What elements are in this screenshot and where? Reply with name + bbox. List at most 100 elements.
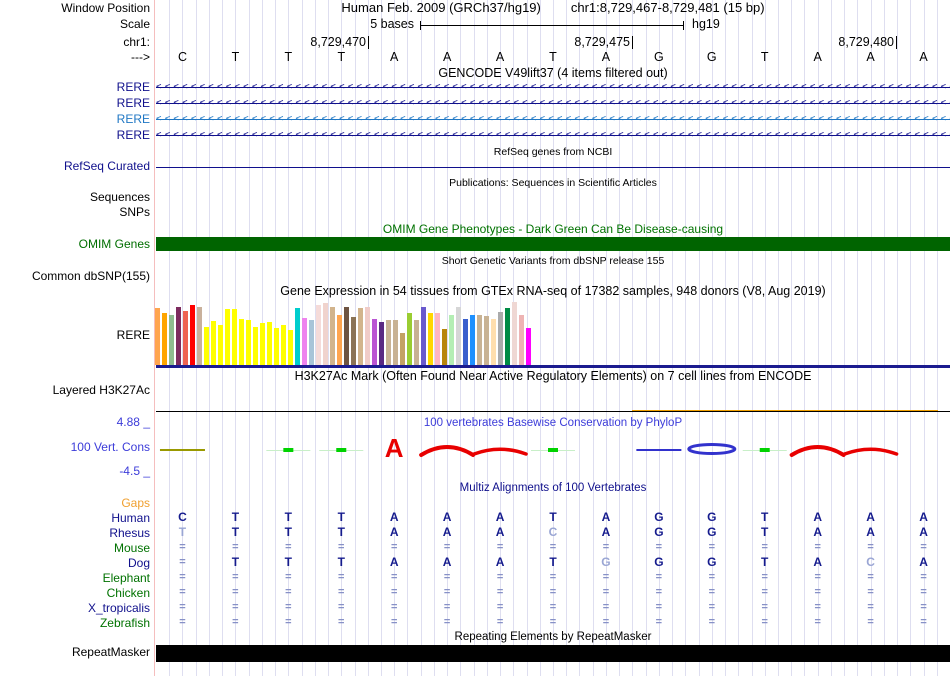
track-label-vert-cons[interactable]: 100 Vert. Cons (70, 440, 150, 454)
refseq-curated-track[interactable] (156, 167, 950, 168)
track-label-chr1[interactable]: chr1: (123, 35, 150, 49)
gtex-tissue-bar[interactable] (463, 319, 468, 365)
track-label-repeatmasker[interactable]: RepeatMasker (71, 645, 150, 659)
gtex-tissue-bar[interactable] (498, 312, 503, 365)
gtex-tissue-bar[interactable] (421, 307, 426, 365)
publications-title[interactable]: Publications: Sequences in Scientific Ar… (449, 177, 657, 189)
h3k27ac-title[interactable]: H3K27Ac Mark (Often Found Near Active Re… (294, 369, 812, 383)
refseq-title[interactable]: RefSeq genes from NCBI (493, 146, 613, 158)
gtex-title[interactable]: Gene Expression in 54 tissues from GTEx … (280, 284, 826, 298)
gtex-tissue-bar[interactable] (337, 315, 342, 365)
dbsnp-title[interactable]: Short Genetic Variants from dbSNP releas… (441, 255, 665, 267)
gtex-tissue-bar[interactable] (456, 307, 461, 365)
track-label-window-position[interactable]: Window Position (61, 1, 150, 15)
gtex-tissue-bar[interactable] (260, 323, 265, 365)
gtex-tissue-bar[interactable] (519, 315, 524, 365)
gtex-tissue-bar[interactable] (218, 325, 223, 365)
gencode-transcript-rere-1[interactable]: <<<<<<<<<<<<<<<<<<<<<<<<<<<<<<<<<<<<<<<<… (156, 82, 950, 93)
omim-gene-bar[interactable] (156, 237, 950, 251)
gtex-tissue-bar[interactable] (267, 322, 272, 365)
gencode-transcript-rere-4[interactable]: <<<<<<<<<<<<<<<<<<<<<<<<<<<<<<<<<<<<<<<<… (156, 130, 950, 141)
track-label-rhesus[interactable]: Rhesus (109, 526, 150, 540)
gtex-tissue-bar[interactable] (379, 322, 384, 365)
h3k27ac-baseline[interactable] (156, 411, 950, 412)
track-label-gaps[interactable]: Gaps (121, 496, 150, 510)
gtex-tissue-bar[interactable] (358, 308, 363, 365)
gtex-tissue-bar[interactable] (505, 308, 510, 365)
gtex-tissue-bar[interactable] (309, 320, 314, 365)
track-label-zebrafish[interactable]: Zebrafish (99, 616, 150, 630)
gtex-tissue-bar[interactable] (414, 320, 419, 365)
track-label-mouse[interactable]: Mouse (113, 541, 150, 555)
gtex-tissue-bar[interactable] (449, 315, 454, 365)
gtex-tissue-bar[interactable] (197, 307, 202, 365)
track-label-x-tropicalis[interactable]: X_tropicalis (87, 601, 150, 615)
track-label-rere-2[interactable]: RERE (116, 96, 150, 110)
gtex-tissue-bar[interactable] (386, 320, 391, 365)
gtex-tissue-bar[interactable] (393, 320, 398, 365)
gtex-tissue-bar[interactable] (288, 330, 293, 365)
gencode-title[interactable]: GENCODE V49lift37 (4 items filtered out) (438, 66, 668, 80)
gtex-tissue-bar[interactable] (225, 309, 230, 365)
gtex-tissue-bar[interactable] (400, 333, 405, 365)
gtex-tissue-bar[interactable] (183, 311, 188, 365)
gtex-tissue-bar[interactable] (407, 313, 412, 365)
track-label-cons-max[interactable]: 4.88 _ (116, 415, 150, 429)
track-label-rere-1[interactable]: RERE (116, 80, 150, 94)
gtex-tissue-bar[interactable] (155, 308, 160, 365)
gtex-tissue-bar[interactable] (526, 328, 531, 365)
track-label-strand[interactable]: ---> (131, 50, 150, 64)
gtex-tissue-bar[interactable] (491, 319, 496, 365)
gtex-tissue-bar[interactable] (281, 325, 286, 365)
repeat-title[interactable]: Repeating Elements by RepeatMasker (454, 631, 652, 643)
phylop-conservation-wiggle[interactable]: A (156, 433, 950, 468)
gtex-tissue-bar[interactable] (190, 305, 195, 365)
repeatmasker-bar[interactable] (156, 645, 950, 662)
gtex-tissue-bar[interactable] (330, 307, 335, 365)
gtex-tissue-bar[interactable] (316, 305, 321, 365)
gtex-tissue-bar[interactable] (176, 307, 181, 365)
gtex-tissue-bar[interactable] (162, 313, 167, 365)
gtex-tissue-bar[interactable] (204, 327, 209, 365)
track-label-human[interactable]: Human (111, 511, 150, 525)
gencode-transcript-rere-3[interactable]: <<<<<<<<<<<<<<<<<<<<<<<<<<<<<<<<<<<<<<<<… (156, 114, 950, 125)
gtex-tissue-bar[interactable] (435, 313, 440, 365)
track-label-scale[interactable]: Scale (119, 17, 150, 31)
gtex-tissue-bar[interactable] (365, 307, 370, 365)
multiz-title[interactable]: Multiz Alignments of 100 Vertebrates (459, 482, 647, 494)
gtex-tissue-bar[interactable] (253, 327, 258, 365)
gtex-tissue-bar[interactable] (428, 313, 433, 365)
gtex-tissue-bar[interactable] (211, 321, 216, 365)
gtex-tissue-bar[interactable] (512, 302, 517, 365)
track-label-sequences[interactable]: Sequences (89, 190, 150, 204)
gtex-tissue-bar[interactable] (169, 315, 174, 365)
track-label-omim-genes[interactable]: OMIM Genes (78, 237, 150, 251)
gtex-tissue-bar[interactable] (470, 315, 475, 365)
gtex-tissue-bar[interactable] (232, 309, 237, 365)
track-label-chicken[interactable]: Chicken (106, 586, 150, 600)
track-label-cons-min[interactable]: -4.5 _ (119, 464, 150, 478)
h3k27ac-signal-line[interactable] (632, 410, 938, 411)
gtex-tissue-bar[interactable] (484, 316, 489, 365)
gtex-tissue-bar[interactable] (442, 329, 447, 365)
gtex-tissue-bar[interactable] (323, 303, 328, 365)
track-label-rere-gtex[interactable]: RERE (116, 328, 150, 342)
track-label-elephant[interactable]: Elephant (102, 571, 150, 585)
track-label-refseq-curated[interactable]: RefSeq Curated (63, 159, 150, 173)
track-label-rere-3[interactable]: RERE (116, 112, 150, 126)
gtex-tissue-bar[interactable] (246, 320, 251, 365)
track-label-layered-h3k27ac[interactable]: Layered H3K27Ac (52, 383, 150, 397)
gtex-tissue-bar[interactable] (344, 307, 349, 365)
gtex-tissue-bar[interactable] (477, 315, 482, 365)
track-label-snps[interactable]: SNPs (119, 205, 150, 219)
track-label-common-dbsnp[interactable]: Common dbSNP(155) (31, 269, 150, 283)
gtex-tissue-bar[interactable] (239, 319, 244, 365)
gtex-tissue-bar[interactable] (295, 308, 300, 365)
omim-title[interactable]: OMIM Gene Phenotypes - Dark Green Can Be… (382, 222, 724, 236)
gtex-tissue-bar[interactable] (274, 328, 279, 365)
gencode-transcript-rere-2[interactable]: <<<<<<<<<<<<<<<<<<<<<<<<<<<<<<<<<<<<<<<<… (156, 98, 950, 109)
gtex-tissue-bar[interactable] (302, 318, 307, 365)
gtex-tissue-bar[interactable] (372, 319, 377, 365)
cons-title[interactable]: 100 vertebrates Basewise Conservation by… (423, 417, 683, 429)
gtex-tissue-bar[interactable] (351, 317, 356, 365)
